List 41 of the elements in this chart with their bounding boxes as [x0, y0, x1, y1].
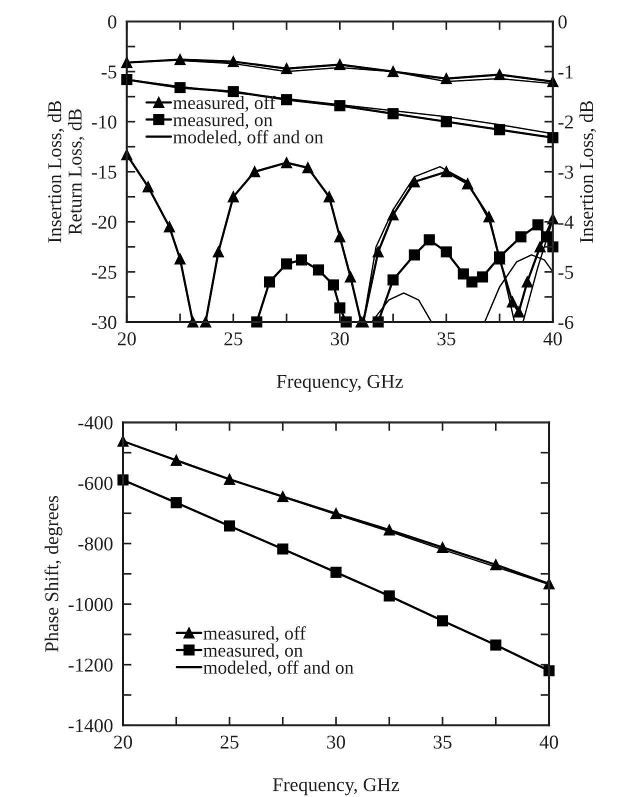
- y-tick-label: -800: [78, 537, 113, 550]
- x-tick-label: 30: [327, 736, 345, 749]
- y2-tick-label: -1: [558, 66, 573, 78]
- y-tick-label: -600: [78, 476, 113, 490]
- legend-label: measured, on: [173, 113, 273, 129]
- y2-tick-label: 0: [558, 15, 567, 28]
- x-tick-label: 20: [114, 736, 132, 749]
- y-tick-label: -400: [78, 416, 113, 430]
- x-tick-label: 25: [224, 332, 242, 346]
- y-tick-label: 0: [108, 15, 116, 28]
- y-tick-label: -10: [92, 115, 116, 129]
- y-tick-label: -25: [92, 266, 116, 279]
- y2-tick-label: -6: [558, 316, 574, 329]
- x-tick-label: 35: [438, 332, 456, 346]
- x-tick-label: 40: [544, 332, 562, 346]
- y-tick-label: -1200: [68, 658, 113, 672]
- legend-label: measured, on: [203, 644, 303, 660]
- y2-tick-label: -3: [558, 166, 574, 179]
- x-tick-label: 30: [331, 332, 349, 346]
- y2-tick-label: -2: [558, 116, 573, 128]
- x-tick-label: 35: [434, 736, 452, 749]
- legend-label: measured, off: [203, 626, 306, 642]
- x-axis-title: Frequency, GHz: [272, 778, 400, 796]
- y-axis-title: Insertion Loss, dB Return Loss, dB: [48, 101, 84, 243]
- y2-tick-label: -4: [558, 216, 574, 229]
- y2-axis-title: Insertion Loss, dB: [579, 101, 596, 243]
- x-axis-title: Frequency, GHz: [276, 374, 403, 392]
- y-tick-label: -20: [92, 216, 116, 229]
- y-axis-title: Phase Shift, degrees: [44, 496, 62, 652]
- y-tick-label: -1400: [68, 719, 113, 732]
- legend-label: modeled, off and on: [173, 130, 324, 146]
- x-tick-label: 40: [540, 736, 558, 749]
- y2-tick-label: -5: [558, 266, 574, 279]
- x-tick-label: 25: [220, 736, 238, 749]
- legend-label: measured, off: [173, 96, 276, 112]
- x-tick-label: 20: [118, 332, 136, 346]
- y-tick-label: -15: [92, 166, 116, 179]
- y-tick-label: -5: [102, 66, 116, 79]
- y-tick-label: -30: [92, 316, 116, 329]
- legend-label: modeled, off and on: [203, 660, 354, 677]
- y-tick-label: -1000: [68, 598, 113, 612]
